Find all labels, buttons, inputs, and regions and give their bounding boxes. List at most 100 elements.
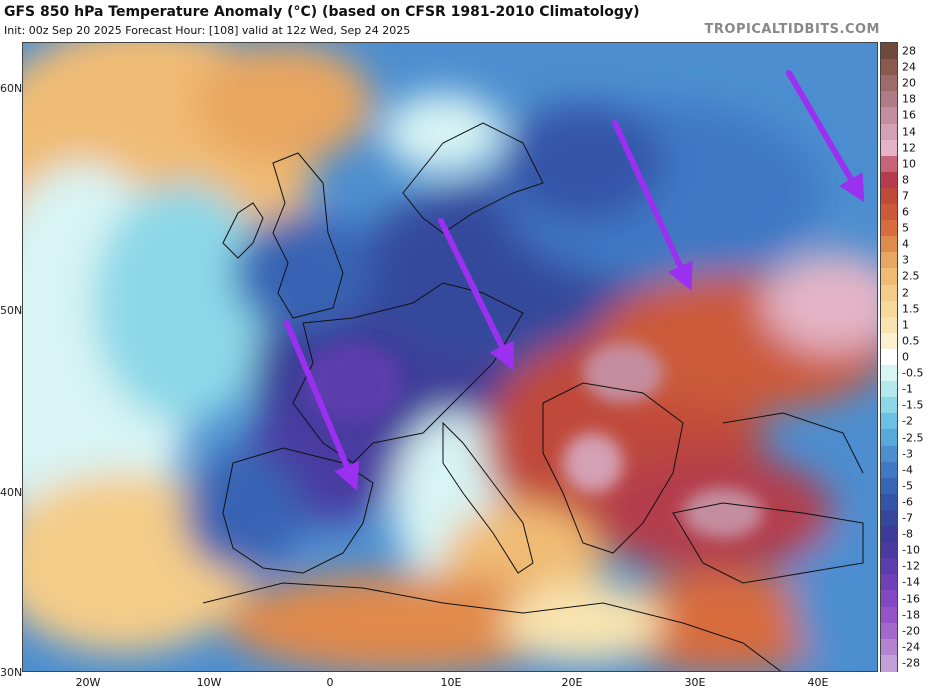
colorbar: [880, 42, 898, 672]
colorbar-cell: [881, 155, 897, 173]
lon-label: 10W: [196, 676, 222, 689]
coast-scandinavia: [402, 122, 544, 234]
colorbar-cell: [881, 493, 897, 511]
coast-turkey: [672, 502, 864, 584]
arrow-russia: [786, 70, 865, 203]
colorbar-label: -6: [902, 495, 913, 509]
brand-watermark: TROPICALTIDBITS.COM: [704, 22, 880, 37]
colorbar-label: -24: [902, 640, 920, 654]
colorbar-cell: [881, 381, 897, 398]
coast-western-europe: [292, 282, 524, 464]
lon-label: 30E: [684, 676, 706, 689]
colorbar-cell: [881, 606, 897, 624]
chart-title: GFS 850 hPa Temperature Anomaly (°C) (ba…: [4, 4, 640, 20]
coast-italy: [442, 421, 534, 574]
colorbar-cell: [881, 365, 897, 382]
arrow-ukraine: [612, 120, 693, 291]
lat-label: 60N: [0, 82, 23, 95]
coast-britain: [272, 152, 344, 319]
colorbar-label: -2.5: [902, 431, 924, 444]
colorbar-cell: [881, 316, 897, 334]
colorbar-cell: [881, 284, 897, 302]
colorbar-cell: [881, 59, 897, 76]
coast-balkans: [542, 382, 684, 554]
lon-label: 0: [326, 676, 334, 689]
colorbar-label: -7: [902, 511, 913, 525]
colorbar-label: -18: [902, 608, 920, 622]
colorbar-label: 12: [902, 141, 916, 155]
colorbar-label: -2: [902, 414, 913, 428]
colorbar-label: 3: [902, 253, 909, 267]
coastlines: [202, 122, 864, 671]
colorbar-label: 1: [902, 318, 909, 332]
colorbar-cell: [881, 252, 897, 270]
colorbar-cell: [881, 187, 897, 205]
colorbar-label: 24: [902, 60, 916, 74]
colorbar-label: 7: [902, 189, 909, 203]
coast-ireland: [222, 202, 264, 259]
colorbar-cell: [881, 526, 897, 543]
colorbar-cell: [881, 654, 897, 672]
colorbar-cell: [881, 574, 897, 592]
map-svg: [23, 43, 877, 671]
colorbar-label: 20: [902, 76, 916, 90]
colorbar-label: -16: [902, 592, 920, 606]
colorbar-label: -20: [902, 624, 920, 638]
colorbar-cell: [881, 300, 897, 318]
colorbar-label: -3: [902, 447, 913, 461]
colorbar-label: -1.5: [902, 398, 924, 412]
colorbar-cell: [881, 622, 897, 640]
colorbar-label: -10: [902, 543, 920, 557]
colorbar-cell: [881, 220, 897, 237]
colorbar-cell: [881, 268, 897, 286]
lon-label: 40E: [807, 676, 829, 689]
anomaly-detail: [303, 343, 763, 538]
lon-label: 20E: [561, 676, 583, 689]
colorbar-label: 8: [902, 173, 909, 187]
colorbar-label: -12: [902, 559, 920, 573]
colorbar-label: 4: [902, 237, 909, 251]
anomaly-map: [22, 42, 878, 672]
lat-label: 50N: [0, 304, 23, 317]
arrow-alps: [438, 218, 515, 371]
colorbar-cell: [881, 139, 897, 157]
colorbar-cell: [881, 332, 897, 350]
lat-label: 30N: [0, 666, 23, 679]
colorbar-label: 2: [902, 286, 909, 300]
colorbar-cell: [881, 171, 897, 189]
colorbar-label: 0.5: [902, 334, 920, 348]
chart-subtitle: Init: 00z Sep 20 2025 Forecast Hour: [10…: [4, 24, 411, 37]
colorbar-cell: [881, 590, 897, 608]
colorbar-cell: [881, 542, 897, 559]
colorbar-label: -8: [902, 527, 913, 541]
coast-iberia: [222, 447, 374, 574]
colorbar-cell: [881, 123, 897, 141]
colorbar-cell: [881, 236, 897, 253]
colorbar-cell: [881, 91, 897, 108]
lon-label: 10E: [440, 676, 462, 689]
coast-black-sea-north: [722, 412, 864, 474]
colorbar-label: 6: [902, 205, 909, 219]
colorbar-cell: [881, 43, 897, 60]
colorbar-label: 1.5: [902, 302, 920, 316]
arrow-iberia: [284, 320, 360, 491]
colorbar-label: -14: [902, 575, 920, 589]
colorbar-cell: [881, 445, 897, 463]
colorbar-label: 10: [902, 157, 916, 171]
colorbar-cell: [881, 204, 897, 221]
colorbar-cell: [881, 429, 897, 447]
colorbar-label: 28: [902, 44, 916, 58]
colorbar-cell: [881, 477, 897, 495]
anomaly-field: [23, 43, 877, 671]
colorbar-label: -0.5: [902, 366, 924, 380]
colorbar-label: 2.5: [902, 269, 920, 283]
lon-label: 20W: [75, 676, 101, 689]
colorbar-cell: [881, 638, 897, 656]
colorbar-cell: [881, 348, 897, 366]
colorbar-label: -28: [902, 656, 920, 670]
colorbar-cell: [881, 461, 897, 479]
coast-north-africa: [202, 582, 782, 671]
colorbar-cell: [881, 107, 897, 125]
colorbar-label: -1: [902, 382, 913, 396]
colorbar-cell: [881, 413, 897, 431]
